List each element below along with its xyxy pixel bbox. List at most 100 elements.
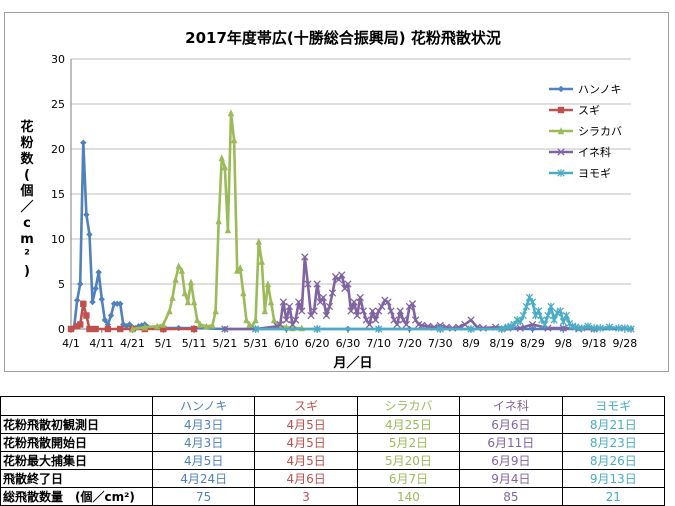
- data-point: [347, 307, 355, 315]
- y-tick-label: 0: [58, 323, 65, 336]
- data-point: [80, 139, 87, 146]
- data-point: [221, 163, 229, 171]
- y-tick-label: 20: [51, 143, 65, 156]
- data-point: [230, 136, 238, 144]
- legend-marker: [557, 106, 565, 114]
- data-point: [243, 316, 250, 324]
- data-point: [498, 325, 506, 333]
- data-point: [190, 298, 198, 306]
- data-point: [578, 324, 586, 332]
- data-point: [86, 325, 93, 333]
- table-cell: 4月5日: [254, 415, 358, 434]
- table-cell: 6月6日: [459, 415, 563, 434]
- data-point: [101, 316, 109, 324]
- data-point: [117, 325, 124, 333]
- data-point: [627, 325, 635, 333]
- table-cell: 4月25日: [356, 415, 461, 434]
- data-point: [535, 307, 543, 315]
- data-point: [221, 325, 229, 333]
- legend-marker: [557, 85, 565, 93]
- data-point: [258, 257, 265, 265]
- data-point: [365, 320, 374, 329]
- data-point: [184, 298, 192, 306]
- x-axis-label: 月／日: [332, 355, 372, 371]
- data-point: [166, 307, 173, 315]
- data-point: [559, 324, 567, 332]
- y-tick-label: 15: [51, 188, 65, 201]
- y-axis-label-char: c: [23, 216, 31, 231]
- x-tick-label: 4/21: [120, 337, 145, 350]
- data-point: [237, 264, 244, 271]
- legend-marker: [557, 169, 565, 177]
- data-point: [571, 323, 580, 331]
- y-axis-label-char: 粉: [20, 135, 33, 151]
- y-axis-label-char: ²: [24, 248, 30, 263]
- data-point: [325, 302, 334, 311]
- row-label: 花粉最大捕集日: [0, 451, 153, 470]
- data-point: [550, 316, 558, 324]
- data-point: [291, 316, 300, 324]
- data-point: [240, 289, 247, 297]
- table-row: 花粉飛散開始日 4月3日 4月5日 5月2日 6月11日 8月23日: [0, 433, 666, 452]
- column-header: ハンノキ: [151, 396, 256, 416]
- data-point: [92, 325, 99, 333]
- data-point: [233, 266, 241, 274]
- data-point: [387, 307, 395, 315]
- data-point: [86, 231, 93, 238]
- data-point: [285, 302, 294, 311]
- column-header: スギ: [254, 396, 358, 416]
- data-point: [341, 284, 349, 293]
- legend-marker: [557, 127, 565, 135]
- data-point: [559, 318, 567, 326]
- data-point: [267, 298, 275, 306]
- data-point: [282, 316, 291, 324]
- data-point: [359, 307, 367, 315]
- data-point: [313, 280, 321, 288]
- x-tick-label: 9/18: [582, 337, 607, 350]
- column-header: シラカバ: [356, 396, 461, 416]
- x-tick-label: 6/10: [274, 337, 299, 350]
- data-point: [525, 293, 534, 302]
- y-axis-label-char: 個: [19, 183, 33, 199]
- y-axis-label-char: (: [24, 168, 30, 183]
- data-point: [316, 298, 324, 306]
- data-point: [178, 266, 185, 274]
- table-cell: 8月23日: [561, 433, 666, 452]
- data-point: [411, 316, 420, 324]
- y-axis-label-char: m: [20, 232, 34, 247]
- table-row: 総飛散数量 (個／cm²) 75 3 140 85 21: [0, 487, 666, 506]
- data-point: [298, 307, 306, 315]
- data-point: [153, 322, 161, 330]
- data-point: [547, 302, 555, 311]
- legend-entry: シラカバ: [578, 125, 622, 138]
- data-point: [528, 298, 537, 306]
- column-header: イネ科: [459, 396, 563, 416]
- data-point: [264, 280, 272, 288]
- data-point: [252, 316, 259, 324]
- data-point: [104, 325, 112, 333]
- legend-entry: ハンノキ: [578, 83, 621, 96]
- data-point: [129, 325, 136, 333]
- data-point: [175, 262, 182, 270]
- x-tick-label: 5/21: [212, 337, 237, 350]
- table-cell: 6月11日: [459, 433, 563, 452]
- x-tick-label: 5/1: [154, 337, 172, 350]
- table-cell: 85: [459, 487, 563, 506]
- data-point: [529, 325, 536, 333]
- data-point: [209, 321, 216, 329]
- data-point: [197, 320, 204, 328]
- data-point: [356, 293, 364, 302]
- data-point: [310, 307, 318, 315]
- table-cell: 8月26日: [561, 451, 666, 470]
- row-label: 飛散終了日: [0, 469, 153, 488]
- data-point: [141, 323, 149, 331]
- data-point: [160, 320, 167, 328]
- data-point: [279, 298, 287, 306]
- data-point: [556, 307, 564, 315]
- data-point: [375, 307, 383, 315]
- data-point: [295, 298, 303, 306]
- data-point: [510, 320, 518, 329]
- data-point: [399, 316, 407, 324]
- data-point: [522, 302, 531, 311]
- table-cell: 4月6日: [254, 469, 358, 488]
